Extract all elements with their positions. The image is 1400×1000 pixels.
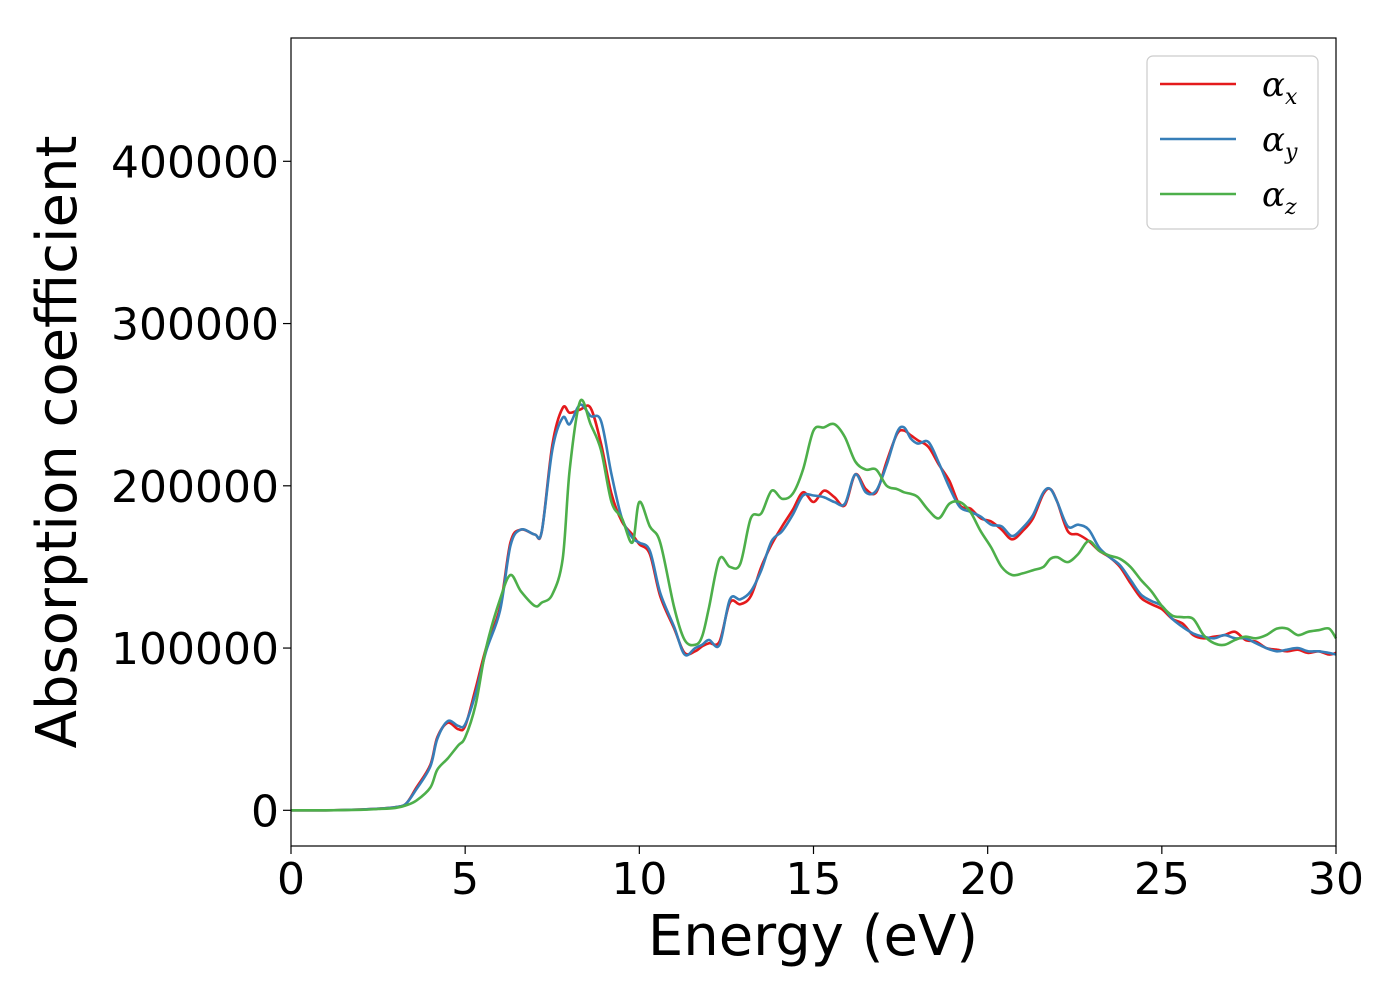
x-tick-label: 25 (1134, 854, 1190, 905)
series-line-y (290, 403, 1337, 812)
x-tick-label: 15 (786, 854, 842, 905)
y-tick-label: 200000 (111, 462, 279, 513)
y-tick-label: 0 (251, 786, 279, 837)
y-tick-label: 100000 (111, 624, 279, 675)
x-axis-label: Energy (eV) (648, 904, 978, 969)
legend-box (1146, 55, 1319, 230)
x-axis: 0 5 10 15 20 25 30 (277, 846, 1364, 905)
series-line-x (290, 404, 1337, 812)
x-tick-label: 10 (611, 854, 667, 905)
x-tick-label: 0 (277, 854, 305, 905)
y-tick-label: 400000 (111, 137, 279, 188)
x-tick-label: 5 (451, 854, 479, 905)
x-tick-label: 30 (1308, 854, 1364, 905)
y-tick-label: 300000 (111, 300, 279, 351)
y-axis: 0 100000 200000 300000 400000 (111, 137, 291, 837)
plot-lines (290, 398, 1338, 812)
y-axis-label: Absorption coefficient (25, 136, 90, 749)
series-line-z (290, 398, 1338, 812)
x-tick-label: 20 (960, 854, 1016, 905)
